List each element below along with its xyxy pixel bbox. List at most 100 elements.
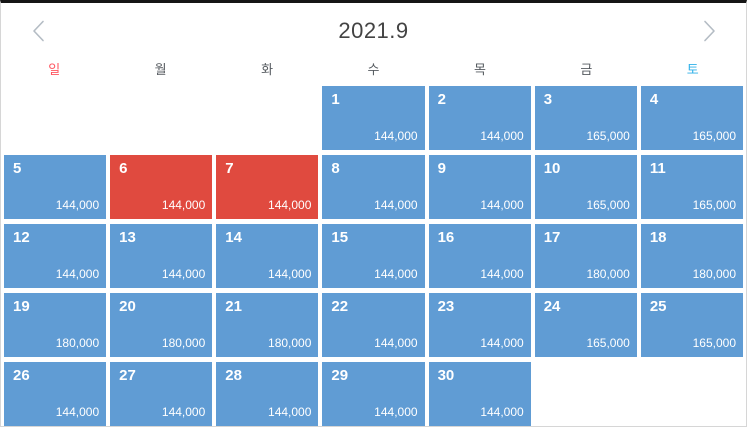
day-number: 9: [437, 160, 446, 177]
calendar-title: 2021.9: [338, 18, 409, 43]
day-price: 165,000: [692, 129, 736, 143]
weekday-label-weekday-2: 화: [261, 62, 274, 77]
empty-cell: [535, 362, 637, 426]
day-price: 180,000: [586, 267, 630, 281]
day-number: 21: [225, 298, 242, 315]
day-cell[interactable]: 19 180,000: [4, 293, 107, 357]
day-price: 144,000: [480, 336, 524, 350]
day-cell[interactable]: 13 144,000: [110, 224, 213, 288]
day-number: 28: [225, 367, 242, 384]
day-price: 144,000: [480, 405, 524, 419]
day-cell[interactable]: 4 165,000: [640, 86, 743, 150]
day-price: 165,000: [586, 198, 630, 212]
day-number: 3: [543, 91, 553, 108]
day-number: 14: [225, 229, 242, 246]
day-number: 15: [331, 229, 349, 246]
next-month-button[interactable]: [694, 16, 724, 46]
chevron-right-icon: [703, 20, 715, 42]
day-number: 5: [13, 160, 22, 177]
weekday-label-weekday-1: 월: [154, 62, 167, 77]
day-number: 18: [649, 229, 667, 246]
day-price: 144,000: [268, 267, 312, 281]
day-price: 144,000: [268, 405, 312, 419]
day-price: 144,000: [161, 267, 206, 281]
day-number: 20: [119, 298, 136, 315]
empty-cell: [4, 86, 106, 150]
day-number: 22: [331, 298, 349, 315]
day-number: 12: [13, 229, 30, 246]
day-price: 180,000: [268, 336, 312, 350]
day-cell[interactable]: 27 144,000: [110, 362, 213, 426]
day-cell[interactable]: 10 165,000: [534, 155, 637, 219]
weekday-label-sat-6: 토: [686, 62, 699, 77]
day-cell[interactable]: 20 180,000: [110, 293, 213, 357]
day-number: 10: [543, 160, 561, 177]
empty-cell: [641, 362, 743, 426]
day-number: 17: [543, 229, 561, 246]
weekday-label-weekday-4: 목: [473, 62, 486, 77]
day-price: 180,000: [55, 336, 100, 350]
day-cell[interactable]: 3 165,000: [534, 86, 637, 150]
day-number: 1: [331, 91, 340, 108]
day-price: 144,000: [374, 129, 418, 143]
empty-cell: [216, 86, 318, 150]
day-cell[interactable]: 15 144,000: [322, 224, 425, 288]
day-cell[interactable]: 9 144,000: [428, 155, 531, 219]
day-cell[interactable]: 5 144,000: [4, 155, 107, 219]
calendar-header: 2021.9: [1, 7, 746, 55]
day-cell-selected[interactable]: 7 144,000: [216, 155, 319, 219]
day-price: 144,000: [374, 198, 418, 212]
prev-month-button[interactable]: [23, 16, 53, 46]
day-price: 165,000: [586, 336, 630, 350]
day-cell[interactable]: 8 144,000: [322, 155, 425, 219]
day-price: 144,000: [268, 198, 312, 212]
day-cell[interactable]: 2 144,000: [428, 86, 531, 150]
day-cell[interactable]: 28 144,000: [216, 362, 319, 426]
day-price: 144,000: [374, 267, 418, 281]
day-cell[interactable]: 18 180,000: [640, 224, 743, 288]
day-cell[interactable]: 25 165,000: [640, 293, 743, 357]
day-price: 144,000: [480, 267, 524, 281]
day-price: 144,000: [55, 198, 100, 212]
day-number: 27: [119, 367, 136, 384]
day-cell[interactable]: 16 144,000: [428, 224, 531, 288]
day-cell-selected[interactable]: 6 144,000: [110, 155, 213, 219]
day-number: 25: [649, 298, 667, 315]
day-cell[interactable]: 24 165,000: [534, 293, 637, 357]
day-price: 165,000: [692, 336, 736, 350]
day-number: 4: [649, 91, 659, 108]
day-cell[interactable]: 1 144,000: [322, 86, 425, 150]
day-price: 144,000: [374, 405, 418, 419]
day-cell[interactable]: 17 180,000: [534, 224, 637, 288]
day-cell[interactable]: 22 144,000: [322, 293, 425, 357]
day-cell[interactable]: 14 144,000: [216, 224, 319, 288]
day-number: 8: [331, 160, 340, 177]
empty-cell: [110, 86, 212, 150]
day-cell[interactable]: 26 144,000: [4, 362, 107, 426]
day-cell[interactable]: 11 165,000: [640, 155, 743, 219]
day-number: 23: [437, 298, 455, 315]
weekday-label-weekday-5: 금: [580, 62, 593, 77]
day-cell[interactable]: 30 144,000: [428, 362, 531, 426]
day-price: 144,000: [480, 198, 524, 212]
day-number: 16: [437, 229, 455, 246]
day-cell[interactable]: 12 144,000: [4, 224, 107, 288]
day-cell[interactable]: 29 144,000: [322, 362, 425, 426]
weekday-label-sun-0: 일: [48, 62, 61, 77]
day-number: 6: [119, 160, 128, 177]
chevron-left-icon: [32, 20, 44, 42]
day-price: 144,000: [374, 336, 418, 350]
day-number: 26: [13, 367, 30, 384]
day-number: 2: [437, 91, 446, 108]
day-cell[interactable]: 21 180,000: [216, 293, 319, 357]
day-cell[interactable]: 23 144,000: [428, 293, 531, 357]
day-price: 165,000: [692, 198, 736, 212]
day-number: 11: [649, 160, 666, 177]
day-price: 144,000: [480, 129, 524, 143]
day-number: 29: [331, 367, 349, 384]
day-number: 19: [13, 298, 30, 315]
day-price: 180,000: [161, 336, 206, 350]
day-number: 24: [543, 298, 561, 315]
